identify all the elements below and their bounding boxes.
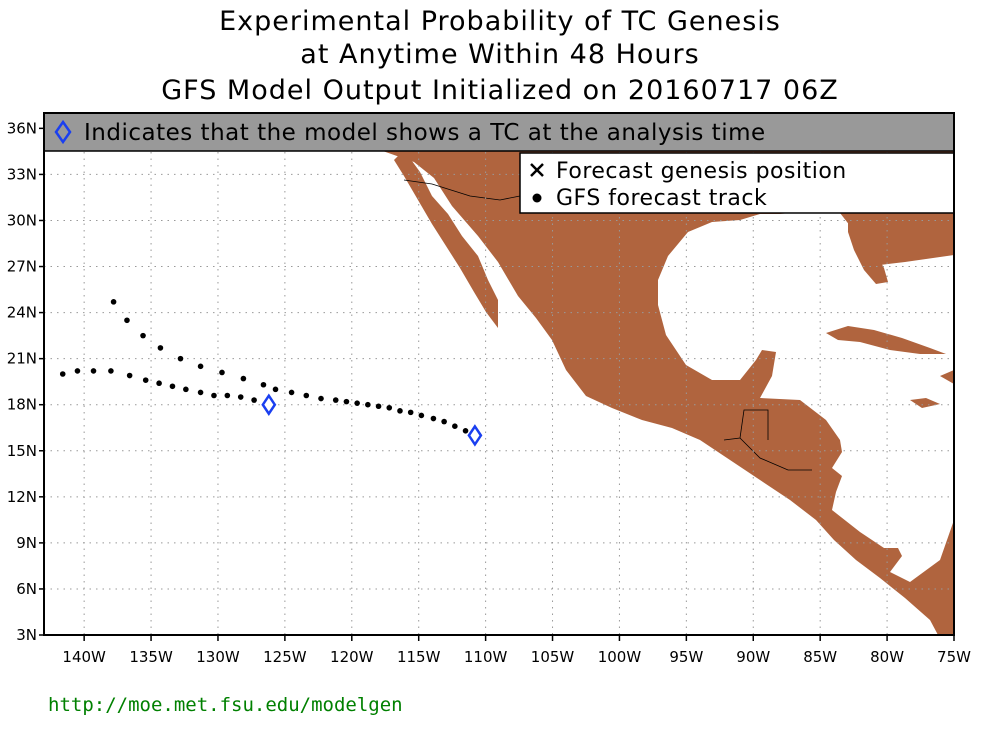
map-title-line-3: GFS Model Output Initialized on 20160717… xyxy=(161,75,839,106)
track-point xyxy=(397,408,403,414)
banner-text: Indicates that the model shows a TC at t… xyxy=(84,120,766,146)
lat-tick-label: 9N xyxy=(16,534,37,552)
lat-tick-label: 15N xyxy=(7,442,37,460)
track-point xyxy=(441,418,447,425)
lat-tick-label: 6N xyxy=(16,580,37,598)
track-point xyxy=(197,363,204,370)
lon-tick-label: 85W xyxy=(803,648,837,666)
lon-tick-label: 105W xyxy=(531,648,575,666)
track-point xyxy=(303,392,310,399)
track-point xyxy=(142,377,149,383)
track-point xyxy=(386,404,393,411)
track-point xyxy=(90,368,97,374)
lat-tick-label: 30N xyxy=(7,211,37,229)
lat-tick-label: 24N xyxy=(7,304,37,322)
land-hispaniola xyxy=(940,370,954,384)
land-north-america xyxy=(380,150,954,635)
lon-tick-label: 135W xyxy=(129,648,173,666)
lon-tick-label: 130W xyxy=(196,648,240,666)
track-point xyxy=(197,389,204,396)
track-point xyxy=(407,409,414,416)
lon-tick-label: 140W xyxy=(62,648,106,666)
track-point xyxy=(332,397,339,403)
lat-tick-label: 21N xyxy=(7,350,37,368)
track-point xyxy=(211,392,217,399)
map-title-line-1: Experimental Probability of TC Genesis xyxy=(219,6,781,37)
track-point xyxy=(375,403,382,410)
country-borders xyxy=(403,179,812,471)
track-point xyxy=(288,389,295,396)
track-point xyxy=(318,395,324,402)
lon-tick-label: 115W xyxy=(397,648,441,666)
track-point xyxy=(452,423,458,430)
track-point xyxy=(343,398,350,405)
legend-dot-icon xyxy=(532,193,542,203)
track-point xyxy=(462,428,469,434)
lon-tick-label: 120W xyxy=(330,648,374,666)
lat-tick-label: 33N xyxy=(7,165,37,183)
track-point xyxy=(59,371,66,377)
track-point xyxy=(169,383,176,390)
land-cuba xyxy=(826,326,946,354)
track-point xyxy=(237,394,244,400)
lon-tick-label: 95W xyxy=(669,648,703,666)
land-jamaica xyxy=(910,398,940,408)
banner-diamond-icon xyxy=(54,119,72,145)
track-point xyxy=(110,299,117,305)
analysis-tc-diamond-icon xyxy=(261,393,277,416)
lon-tick-label: 80W xyxy=(870,648,904,666)
map-title-line-2: at Anytime Within 48 Hours xyxy=(300,39,700,70)
track-point xyxy=(108,368,114,374)
lon-tick-label: 125W xyxy=(263,648,307,666)
lon-tick-label: 75W xyxy=(937,648,971,666)
track-point xyxy=(219,369,225,376)
map-frame xyxy=(43,112,955,636)
lat-tick-label: 36N xyxy=(7,119,37,137)
track-point xyxy=(365,401,371,408)
track-point xyxy=(240,375,247,382)
track-point xyxy=(430,415,437,422)
land-baja-california xyxy=(394,150,498,328)
track-point xyxy=(183,386,189,393)
track-point xyxy=(157,345,164,351)
lon-tick-label: 90W xyxy=(736,648,770,666)
legend-item-track: GFS forecast track xyxy=(556,186,767,211)
track-point xyxy=(140,332,146,339)
lon-tick-label: 100W xyxy=(598,648,642,666)
legend-cross-icon xyxy=(530,163,544,177)
axes: 3N 6N 9N 12N 15N 18N 21N 24N 27N 30N 33N 36N 140W 135… xyxy=(7,119,971,666)
track-point xyxy=(74,368,81,374)
lat-tick-label: 12N xyxy=(7,488,37,506)
track-point xyxy=(156,380,162,387)
track-point xyxy=(124,317,130,324)
track-point xyxy=(354,400,360,406)
legend-item-genesis: Forecast genesis position xyxy=(556,159,847,184)
analysis-tc-diamond-icon xyxy=(467,424,483,447)
forecast-tracks xyxy=(59,299,483,447)
track-point xyxy=(126,372,133,379)
lon-tick-label: 110W xyxy=(464,648,508,666)
lat-tick-label: 3N xyxy=(16,626,37,644)
footer-url-link[interactable]: http://moe.met.fsu.edu/modelgen xyxy=(48,694,403,716)
track-point xyxy=(177,355,184,362)
lat-tick-label: 27N xyxy=(7,258,37,276)
lat-tick-label: 18N xyxy=(7,396,37,414)
track-point xyxy=(272,386,279,393)
track-point xyxy=(251,397,257,403)
land-florida xyxy=(848,214,888,284)
track-point xyxy=(418,412,425,419)
track-point xyxy=(260,381,267,388)
track-point xyxy=(224,392,231,399)
